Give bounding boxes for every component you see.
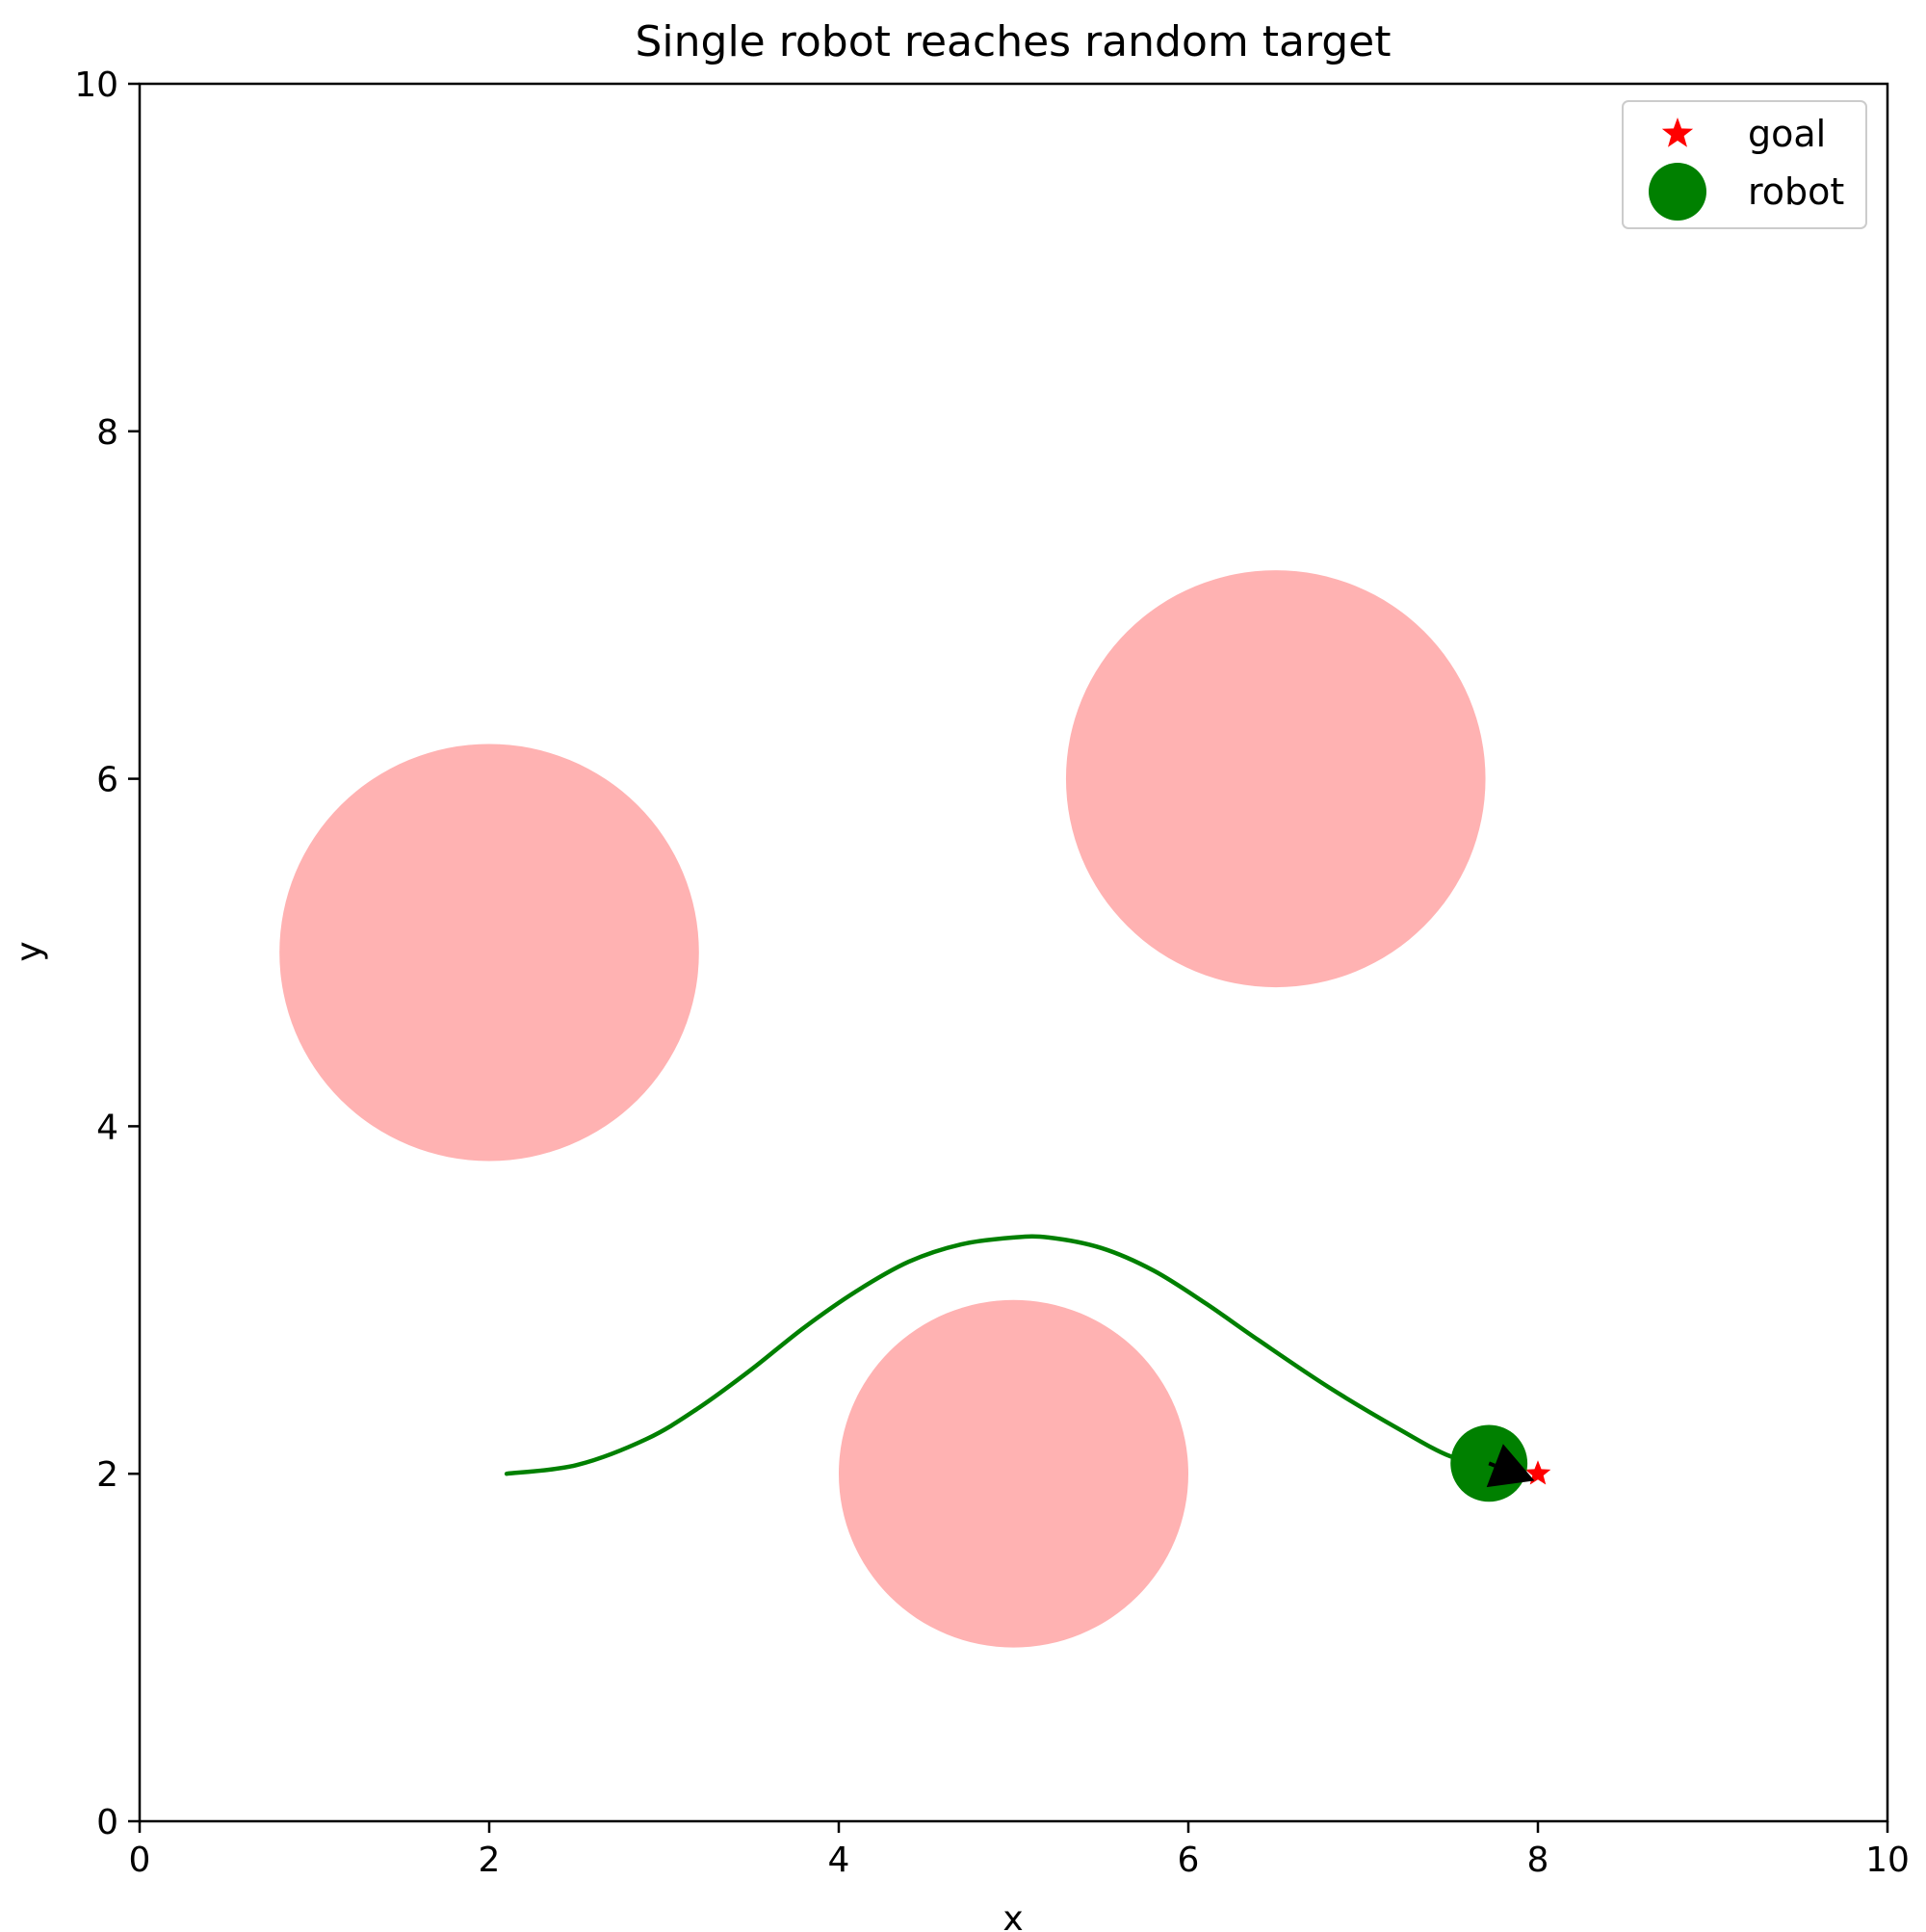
y-axis-ticks: 0 2 4 6 8 10 xyxy=(74,65,140,1842)
markers-layer xyxy=(1450,1424,1551,1502)
obstacle-circle-1 xyxy=(1065,570,1486,988)
x-axis-ticks: 0 2 4 6 8 10 xyxy=(129,1821,1910,1880)
y-tick-label-2: 4 xyxy=(96,1108,118,1147)
goal-star-marker xyxy=(1524,1460,1551,1485)
y-tick-label-3: 6 xyxy=(96,761,118,800)
x-tick-label-3: 6 xyxy=(1178,1841,1200,1880)
heading-arrow-head xyxy=(1486,1444,1535,1488)
x-tick-label-2: 4 xyxy=(828,1841,850,1880)
obstacle-circle-2 xyxy=(839,1299,1188,1648)
obstacle-circle-0 xyxy=(279,744,699,1162)
x-tick-label-0: 0 xyxy=(129,1841,151,1880)
obstacles-layer xyxy=(279,570,1486,1648)
chart-title: Single robot reaches random target xyxy=(635,17,1391,66)
heading-arrow-shaft xyxy=(1488,1461,1496,1468)
y-axis-label: y xyxy=(10,941,49,961)
trajectory-layer xyxy=(504,1234,1492,1476)
plot-frame xyxy=(138,82,1889,1823)
trajectory-line xyxy=(504,1234,1492,1476)
legend-goal-star-icon xyxy=(1661,117,1694,147)
x-tick-label-5: 10 xyxy=(1865,1841,1910,1880)
legend: goal robot xyxy=(1622,100,1867,229)
x-tick-label-4: 8 xyxy=(1527,1841,1549,1880)
y-tick-label-0: 0 xyxy=(96,1803,118,1842)
x-axis-label: x xyxy=(1002,1899,1023,1932)
legend-robot-label: robot xyxy=(1748,170,1844,213)
y-tick-label-4: 8 xyxy=(96,413,118,453)
x-tick-label-1: 2 xyxy=(479,1841,501,1880)
y-tick-label-5: 10 xyxy=(74,65,118,105)
legend-goal-label: goal xyxy=(1748,113,1826,155)
legend-robot-circle-icon xyxy=(1649,163,1706,221)
y-tick-label-1: 2 xyxy=(96,1455,118,1495)
